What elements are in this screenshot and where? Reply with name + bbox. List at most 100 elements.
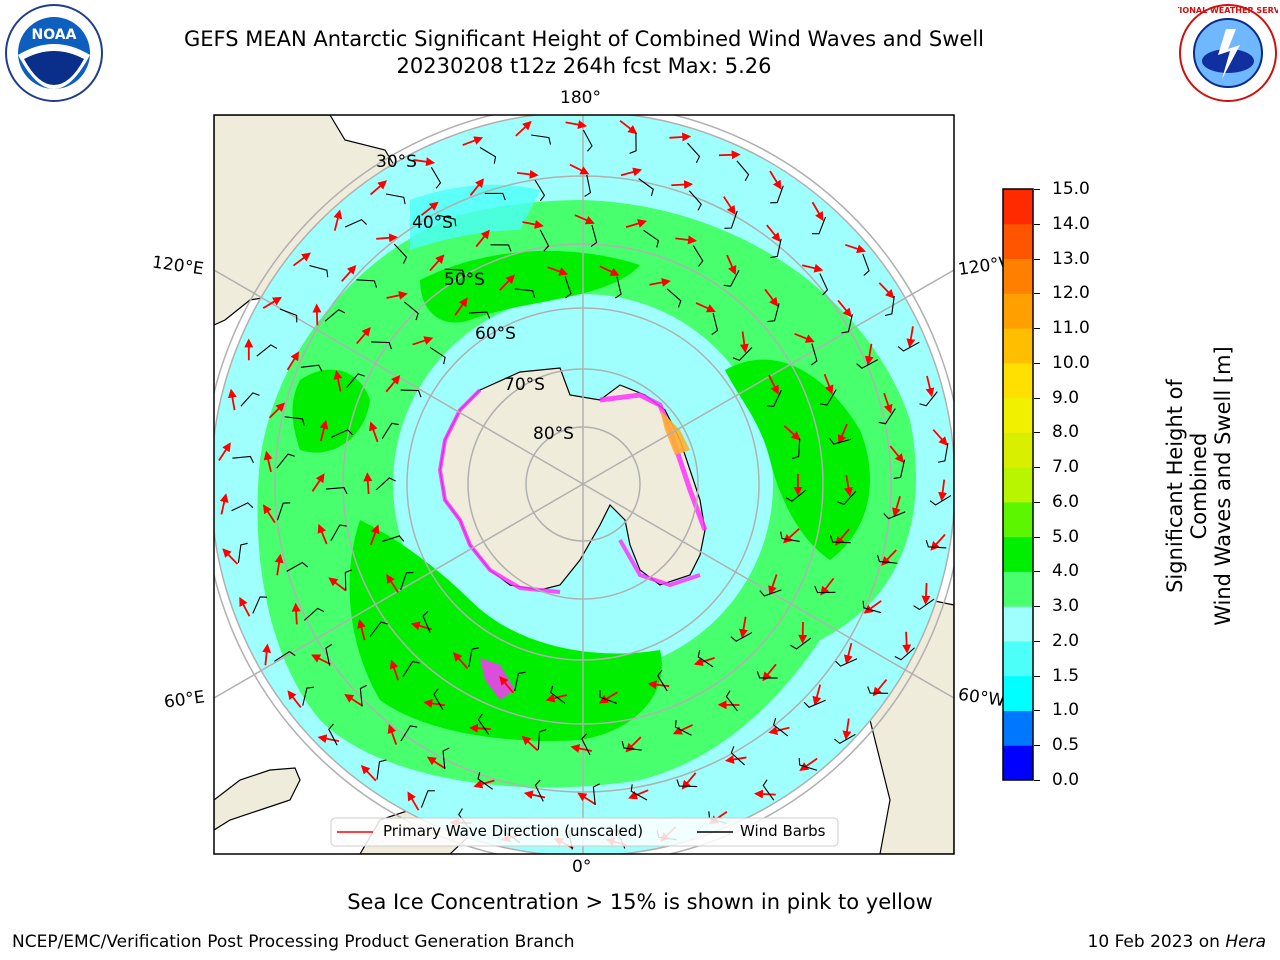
wind-barb: [772, 718, 789, 737]
colorbar-tick-label: 0.0: [1052, 770, 1080, 790]
wave-arrow: [219, 493, 229, 515]
wave-arrow: [385, 375, 401, 393]
wind-barb: [240, 392, 260, 407]
wind-barb: [697, 649, 714, 668]
wind-barb: [444, 268, 466, 277]
wind-barb: [276, 502, 291, 521]
wind-barb: [638, 178, 654, 197]
colorbar-cell: [1003, 675, 1033, 711]
colorbar-tick-mark: [1034, 362, 1040, 364]
wave-arrow: [386, 290, 408, 300]
wind-barb: [829, 535, 851, 544]
wave-arrow: [672, 724, 693, 735]
wave-arrow: [499, 274, 515, 291]
wind-barb: [621, 741, 642, 751]
wave-arrow: [312, 303, 322, 326]
wind-barb: [762, 779, 775, 801]
wind-barb: [862, 253, 870, 276]
wind-barb: [252, 596, 268, 614]
wave-arrow: [413, 157, 436, 167]
colorbar-cell: [1003, 467, 1033, 503]
wave-arrow: [333, 209, 343, 231]
footer-branch: NCEP/EMC/Verification Post Processing Pr…: [12, 932, 575, 952]
wave-arrow: [921, 583, 931, 605]
wind-barb: [400, 389, 422, 398]
wave-arrow: [628, 789, 649, 800]
wind-barb: [539, 229, 550, 252]
svg-text:NOAA: NOAA: [32, 27, 77, 43]
colorbar-tick-mark: [1034, 397, 1040, 399]
colorbar-tick-label: 1.0: [1052, 700, 1080, 721]
wind-barb: [534, 779, 544, 802]
wind-barb: [537, 729, 547, 750]
wind-barb: [433, 688, 444, 711]
wind-barb: [514, 288, 536, 298]
wave-arrow: [695, 302, 716, 313]
wave-arrow: [726, 254, 737, 275]
wind-barb: [732, 347, 753, 362]
map-border: [213, 114, 955, 855]
wave-arrow: [739, 331, 749, 354]
wind-barb: [422, 610, 431, 633]
wind-barb: [393, 243, 408, 264]
wind-barb: [876, 554, 898, 564]
wind-barb: [878, 408, 896, 425]
lon-label-0: 0°: [572, 857, 592, 877]
wave-arrow: [333, 370, 343, 392]
colorbar-tick-mark: [1034, 328, 1040, 330]
wave-arrow: [499, 675, 514, 694]
wind-barb: [897, 341, 920, 352]
wind-barb: [711, 312, 719, 336]
wind-barb: [284, 416, 305, 426]
wind-barb: [791, 438, 801, 460]
colorbar-tick-label: 5.0: [1052, 526, 1080, 547]
wind-barb: [756, 671, 778, 679]
wind-barb: [590, 224, 598, 247]
wind-barb: [862, 600, 882, 614]
wind-barb: [725, 690, 738, 712]
wind-barb: [371, 341, 393, 350]
wave-arrow: [783, 425, 801, 441]
wind-barb: [666, 288, 682, 308]
wind-barb: [688, 190, 702, 211]
colorbar: [1002, 188, 1034, 781]
wave-arrow: [516, 169, 539, 179]
wave-arrow: [363, 472, 373, 495]
wave-arrow: [902, 631, 912, 654]
footer-host: Hera: [1225, 932, 1266, 952]
wave-arrow: [475, 229, 490, 248]
colorbar-cell: [1003, 328, 1033, 364]
wave-arrow: [468, 723, 491, 733]
wind-barb: [759, 589, 782, 597]
wave-arrow: [523, 790, 546, 800]
wind-barb: [582, 129, 593, 152]
wind-barb: [730, 632, 753, 642]
wave-arrow: [328, 577, 347, 592]
wind-barb: [468, 311, 491, 319]
wave-arrow: [369, 524, 380, 546]
colorbar-cell: [1003, 293, 1033, 329]
wind-barb: [676, 779, 698, 788]
wave-arrow: [811, 201, 824, 222]
wave-arrow: [341, 264, 357, 282]
wind-barb: [330, 524, 347, 542]
wave-direction-arrows: [218, 119, 948, 849]
wind-barb: [692, 245, 704, 267]
wave-arrow: [515, 120, 532, 137]
wind-barb: [643, 229, 660, 248]
colorbar-tick-label: 13.0: [1052, 248, 1090, 269]
wave-arrow: [565, 120, 588, 130]
wave-arrow: [762, 663, 777, 682]
colorbar-cell: [1003, 745, 1033, 781]
title-line-2: 20230208 t12z 264h fcst Max: 5.26: [396, 54, 772, 78]
wave-arrow: [357, 618, 366, 641]
wave-arrow: [794, 332, 815, 343]
wind-barb: [770, 238, 782, 259]
colorbar-tick-label: 9.0: [1052, 387, 1080, 408]
wave-arrow: [521, 735, 539, 752]
wind-barb: [803, 699, 826, 708]
wave-arrow: [723, 196, 736, 215]
colorbar-cell: [1003, 223, 1033, 260]
noaa-logo: NOAA: [5, 4, 103, 102]
wave-arrow: [769, 170, 782, 190]
